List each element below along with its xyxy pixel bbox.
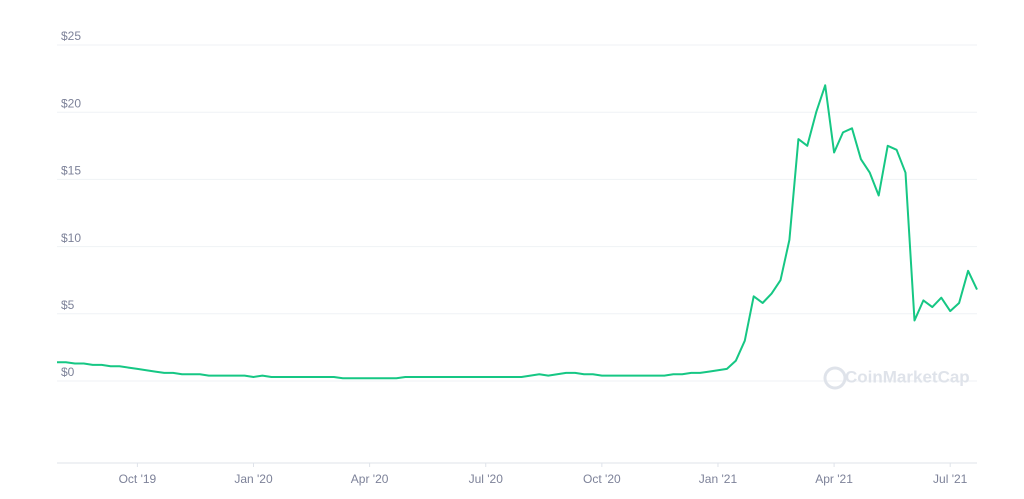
x-tick-label: Jan '20 xyxy=(234,472,273,486)
x-tick-label: Jan '21 xyxy=(699,472,738,486)
x-tick-label: Jul '21 xyxy=(933,472,968,486)
y-tick-label: $5 xyxy=(61,298,75,312)
price-line xyxy=(57,84,978,380)
x-tick-label: Apr '20 xyxy=(351,472,389,486)
x-tick-label: Apr '21 xyxy=(815,472,853,486)
x-tick-label: Oct '19 xyxy=(119,472,157,486)
y-tick-label: $0 xyxy=(61,365,75,379)
watermark-logo xyxy=(823,366,847,390)
y-tick-label: $15 xyxy=(61,164,81,178)
y-tick-label: $25 xyxy=(61,29,81,43)
y-tick-label: $10 xyxy=(61,231,81,245)
x-tick-label: Oct '20 xyxy=(583,472,621,486)
y-tick-label: $20 xyxy=(61,96,81,110)
x-tick-label: Jul '20 xyxy=(469,472,504,486)
watermark: CoinMarketCap xyxy=(845,367,970,386)
